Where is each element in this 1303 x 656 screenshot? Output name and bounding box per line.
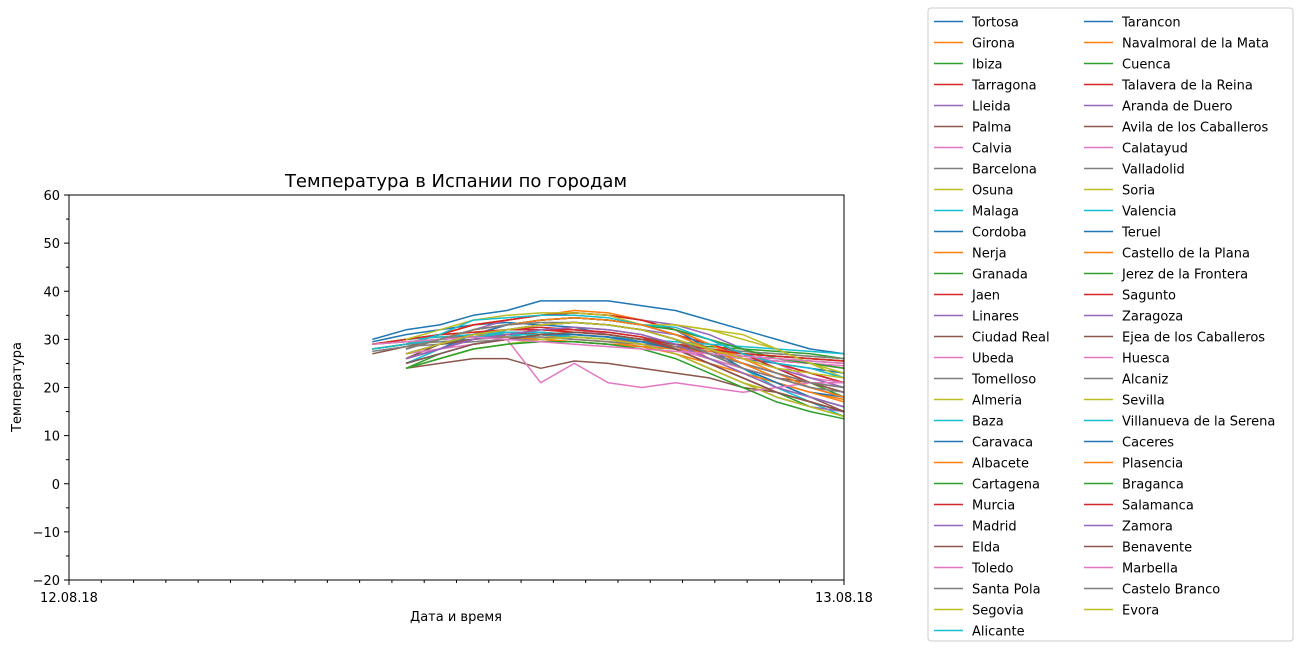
legend-label: Caravaca <box>972 436 1033 451</box>
y-tick-label: 30 <box>43 333 60 348</box>
legend-label: Benavente <box>1122 541 1192 556</box>
legend-label: Sevilla <box>1122 394 1165 409</box>
legend-label: Jaen <box>971 289 1000 304</box>
y-tick-label: 0 <box>52 478 60 493</box>
legend-label: Girona <box>972 37 1015 52</box>
legend-label: Valencia <box>1122 205 1176 220</box>
legend-label: Valladolid <box>1122 163 1185 178</box>
legend-label: Evora <box>1122 604 1159 619</box>
legend-label: Madrid <box>972 520 1017 535</box>
legend-label: Teruel <box>1121 226 1161 241</box>
legend-label: Toledo <box>971 562 1014 577</box>
legend-box <box>927 7 1294 642</box>
legend-label: Avila de los Caballeros <box>1122 121 1268 136</box>
legend-label: Salamanca <box>1122 499 1194 514</box>
series-line <box>405 312 845 394</box>
legend-label: Ibiza <box>972 58 1003 73</box>
y-axis-label: Температура <box>10 342 25 433</box>
legend-label: Albacete <box>972 457 1029 472</box>
legend-label: Talavera de la Reina <box>1121 79 1253 94</box>
legend-label: Tarragona <box>971 79 1037 94</box>
x-axis: 12.08.18 13.08.18 <box>40 580 873 606</box>
legend-label: Navalmoral de la Mata <box>1122 37 1269 52</box>
legend-label: Plasencia <box>1122 457 1183 472</box>
x-tick-label: 13.08.18 <box>815 591 873 606</box>
legend-label: Osuna <box>972 184 1013 199</box>
legend-label: Almeria <box>972 394 1022 409</box>
legend-label: Barcelona <box>972 163 1037 178</box>
series-line <box>405 331 845 413</box>
x-tick-label: 12.08.18 <box>40 591 98 606</box>
series-line <box>405 321 845 379</box>
x-axis-label: Дата и время <box>410 610 502 625</box>
y-tick-label: 40 <box>43 285 60 300</box>
series-line <box>405 357 845 413</box>
legend-label: Cartagena <box>972 478 1040 493</box>
y-tick-label: 10 <box>43 430 60 445</box>
legend-label: Cuenca <box>1122 58 1171 73</box>
legend-label: Granada <box>972 268 1028 283</box>
legend-label: Tomelloso <box>971 373 1036 388</box>
legend-label: Calatayud <box>1122 142 1188 157</box>
legend-label: Ciudad Real <box>972 331 1050 346</box>
legend-label: Marbella <box>1122 562 1178 577</box>
series-line <box>405 326 845 408</box>
legend: Tortosa Girona Ibiza Tarragona Lleida Palma Ca… <box>927 7 1294 642</box>
legend-label: Elda <box>972 541 1000 556</box>
legend-label: Cordoba <box>972 226 1027 241</box>
legend-label: Palma <box>972 121 1011 136</box>
y-axis: −20 −10 0 10 20 30 40 50 60 <box>33 189 69 589</box>
legend-label: Baza <box>972 415 1004 430</box>
legend-label: Zamora <box>1122 520 1173 535</box>
series-lines <box>372 300 845 420</box>
legend-label: Villanueva de la Serena <box>1122 415 1275 430</box>
legend-label: Tarancon <box>1121 16 1181 31</box>
legend-label: Soria <box>1122 184 1155 199</box>
legend-label: Santa Pola <box>972 583 1041 598</box>
y-tick-label: 60 <box>43 189 60 204</box>
legend-label: Tortosa <box>971 16 1019 31</box>
legend-label: Huesca <box>1122 352 1170 367</box>
legend-label: Caceres <box>1122 436 1174 451</box>
legend-label: Castelo Branco <box>1122 583 1220 598</box>
legend-label: Alcaniz <box>1122 373 1168 388</box>
legend-label: Jerez de la Frontera <box>1121 268 1248 283</box>
legend-label: Linares <box>972 310 1019 325</box>
y-tick-label: −20 <box>33 574 60 589</box>
series-line <box>405 314 845 379</box>
series-line <box>372 336 845 365</box>
legend-label: Lleida <box>972 100 1011 115</box>
series-line <box>405 316 845 389</box>
y-tick-label: 50 <box>43 237 60 252</box>
legend-label: Castello de la Plana <box>1122 247 1250 262</box>
plot-frame <box>68 194 845 581</box>
legend-label: Ubeda <box>972 352 1014 367</box>
legend-label: Segovia <box>972 604 1024 619</box>
legend-label: Murcia <box>972 499 1015 514</box>
series-line <box>405 341 845 420</box>
legend-label: Sagunto <box>1122 289 1176 304</box>
y-tick-label: 20 <box>43 382 60 397</box>
legend-label: Braganca <box>1122 478 1184 493</box>
legend-label: Nerja <box>972 247 1007 262</box>
series-line <box>372 300 845 355</box>
y-tick-label: −10 <box>33 526 60 541</box>
legend-label: Aranda de Duero <box>1122 100 1232 115</box>
legend-label: Calvia <box>972 142 1012 157</box>
legend-label: Ejea de los Caballeros <box>1122 331 1265 346</box>
legend-label: Alicante <box>972 625 1025 640</box>
legend-label: Zaragoza <box>1122 310 1183 325</box>
chart-title: Температура в Испании по городам <box>284 171 627 192</box>
legend-label: Malaga <box>972 205 1019 220</box>
